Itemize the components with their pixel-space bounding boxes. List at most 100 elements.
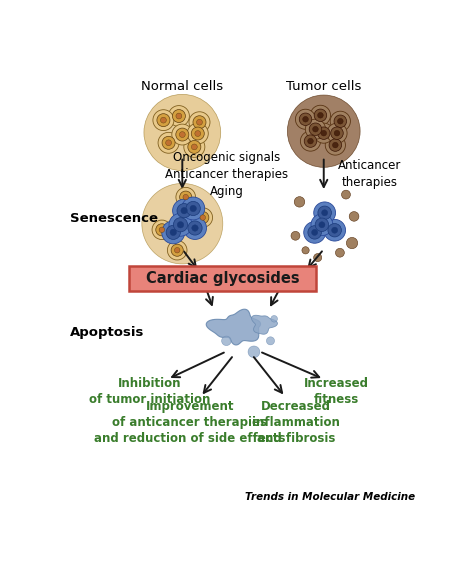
- Ellipse shape: [319, 222, 325, 228]
- Ellipse shape: [318, 113, 323, 118]
- Ellipse shape: [174, 248, 180, 253]
- Ellipse shape: [295, 109, 316, 129]
- Text: Oncogenic signals
Anticancer therapies
Aging: Oncogenic signals Anticancer therapies A…: [165, 151, 288, 198]
- Ellipse shape: [193, 208, 212, 227]
- Ellipse shape: [162, 136, 175, 149]
- Ellipse shape: [152, 220, 172, 240]
- Ellipse shape: [346, 237, 358, 249]
- Ellipse shape: [331, 127, 343, 140]
- Ellipse shape: [184, 137, 205, 157]
- Ellipse shape: [305, 119, 326, 139]
- Ellipse shape: [156, 224, 168, 236]
- Ellipse shape: [188, 141, 201, 153]
- FancyBboxPatch shape: [129, 265, 316, 291]
- Ellipse shape: [314, 253, 322, 261]
- Ellipse shape: [173, 199, 196, 222]
- Ellipse shape: [314, 123, 334, 143]
- Ellipse shape: [159, 227, 164, 233]
- Ellipse shape: [318, 206, 331, 220]
- Text: Tumor cells: Tumor cells: [286, 80, 362, 93]
- Ellipse shape: [332, 227, 337, 233]
- Text: Cardiac glycosides: Cardiac glycosides: [146, 271, 300, 286]
- Ellipse shape: [308, 226, 321, 239]
- Text: Anticancer
therapies: Anticancer therapies: [338, 160, 401, 189]
- Ellipse shape: [176, 128, 189, 141]
- Ellipse shape: [334, 130, 340, 136]
- Ellipse shape: [176, 113, 182, 119]
- Ellipse shape: [334, 115, 346, 128]
- Ellipse shape: [200, 215, 206, 220]
- Ellipse shape: [183, 194, 189, 200]
- Ellipse shape: [304, 221, 326, 243]
- Text: Apoptosis: Apoptosis: [70, 327, 145, 339]
- Ellipse shape: [321, 130, 327, 136]
- Ellipse shape: [271, 316, 277, 322]
- Ellipse shape: [157, 114, 170, 126]
- Ellipse shape: [294, 197, 305, 207]
- Text: Normal cells: Normal cells: [141, 80, 223, 93]
- Text: Improvement
of anticancer therapies
and reduction of side effects: Improvement of anticancer therapies and …: [94, 400, 285, 445]
- Ellipse shape: [172, 124, 193, 145]
- Ellipse shape: [308, 138, 313, 144]
- Text: Trends in Molecular Medicine: Trends in Molecular Medicine: [246, 492, 416, 502]
- Ellipse shape: [342, 190, 350, 199]
- Ellipse shape: [142, 184, 223, 264]
- Ellipse shape: [186, 201, 201, 216]
- Ellipse shape: [188, 221, 202, 235]
- Ellipse shape: [337, 118, 343, 124]
- Text: Senescence: Senescence: [70, 212, 158, 225]
- Ellipse shape: [191, 144, 197, 150]
- Ellipse shape: [177, 204, 191, 218]
- Ellipse shape: [197, 212, 209, 224]
- Ellipse shape: [287, 95, 360, 168]
- Ellipse shape: [173, 218, 188, 232]
- Ellipse shape: [187, 123, 208, 144]
- Ellipse shape: [315, 218, 328, 232]
- Polygon shape: [206, 309, 261, 345]
- Ellipse shape: [190, 205, 196, 212]
- Ellipse shape: [180, 191, 192, 203]
- Ellipse shape: [166, 225, 181, 240]
- Ellipse shape: [299, 113, 312, 125]
- Ellipse shape: [330, 111, 350, 132]
- Text: Decreased
inflammation
and fibrosis: Decreased inflammation and fibrosis: [252, 400, 340, 445]
- Ellipse shape: [309, 123, 322, 136]
- Ellipse shape: [332, 142, 338, 148]
- Ellipse shape: [165, 140, 172, 146]
- Ellipse shape: [168, 106, 190, 126]
- Ellipse shape: [301, 131, 320, 151]
- Ellipse shape: [303, 117, 309, 122]
- Ellipse shape: [311, 214, 333, 236]
- Ellipse shape: [179, 132, 185, 137]
- Ellipse shape: [167, 240, 187, 260]
- Ellipse shape: [176, 188, 195, 207]
- Ellipse shape: [302, 247, 309, 254]
- Ellipse shape: [324, 220, 346, 241]
- Ellipse shape: [311, 229, 318, 236]
- Ellipse shape: [183, 217, 207, 240]
- Ellipse shape: [182, 197, 205, 220]
- Ellipse shape: [313, 126, 318, 132]
- Ellipse shape: [314, 109, 327, 121]
- Polygon shape: [252, 315, 277, 334]
- Ellipse shape: [170, 229, 176, 236]
- Ellipse shape: [329, 139, 342, 152]
- Ellipse shape: [248, 346, 260, 358]
- Ellipse shape: [162, 221, 185, 244]
- Ellipse shape: [304, 135, 317, 148]
- Text: Increased
fitness: Increased fitness: [304, 377, 369, 406]
- Ellipse shape: [222, 336, 231, 345]
- Ellipse shape: [327, 123, 347, 143]
- Ellipse shape: [266, 337, 274, 345]
- Ellipse shape: [171, 244, 183, 256]
- Ellipse shape: [291, 231, 300, 240]
- Ellipse shape: [310, 105, 330, 125]
- Ellipse shape: [144, 94, 221, 170]
- Ellipse shape: [318, 127, 330, 140]
- Ellipse shape: [173, 110, 185, 122]
- Ellipse shape: [314, 202, 336, 224]
- Ellipse shape: [349, 212, 359, 221]
- Ellipse shape: [321, 210, 328, 216]
- Ellipse shape: [153, 110, 174, 130]
- Ellipse shape: [328, 224, 341, 237]
